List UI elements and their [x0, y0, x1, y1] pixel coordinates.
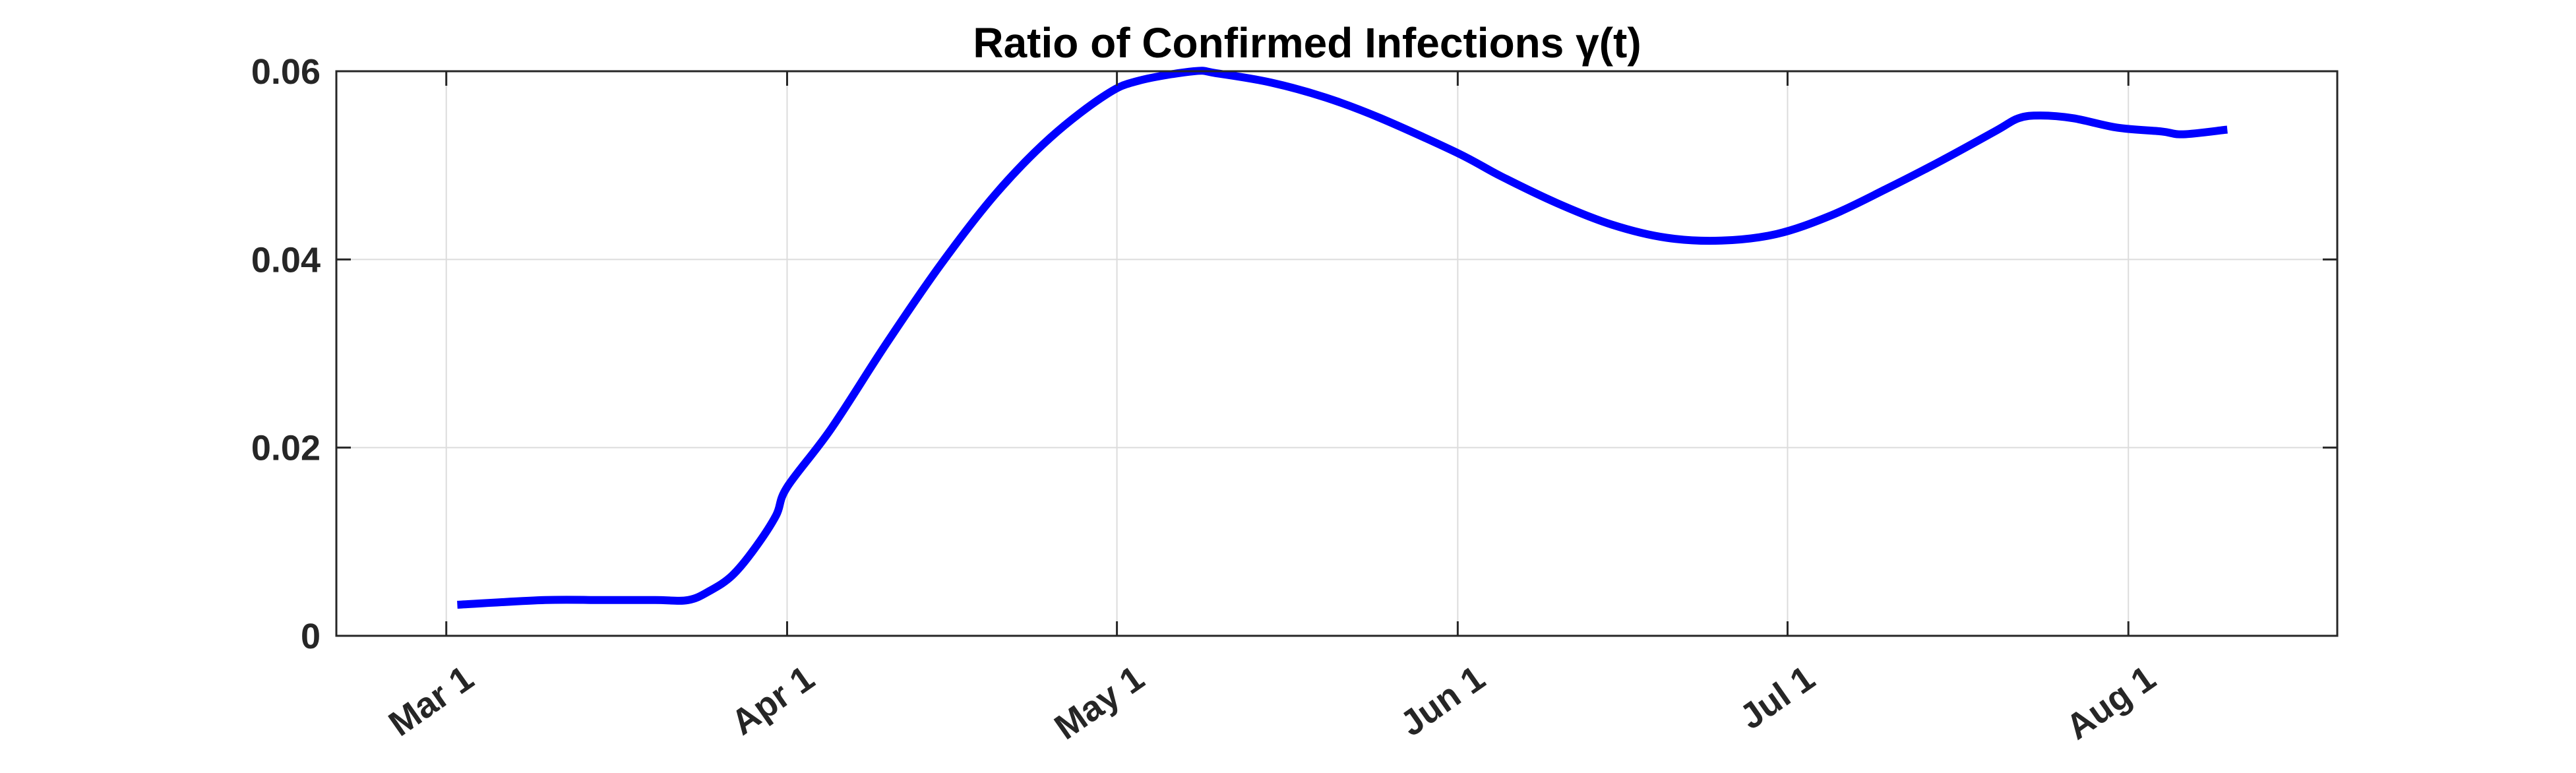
x-tick-label: Apr 1 [724, 658, 821, 743]
plot-area-frame [335, 70, 2339, 637]
series-layer [457, 67, 2228, 609]
x-tick-label: May 1 [1047, 658, 1151, 747]
x-tick-label: Jul 1 [1733, 658, 1822, 737]
ticks [336, 70, 2337, 637]
y-tick-label: 0 [301, 617, 321, 656]
x-tick-label: Mar 1 [382, 658, 481, 744]
tick-labels: Mar 1 Apr 1 May 1 Jun 1 Jul 1 Aug 1 0 0.02 0.04 0… [251, 52, 2162, 747]
grid [336, 71, 2337, 636]
y-tick-label: 0.04 [251, 240, 321, 280]
chart-title: Ratio of Confirmed Infections γ(t) [973, 19, 1641, 67]
x-tick-label: Jun 1 [1394, 658, 1492, 744]
y-tick-label: 0.06 [251, 52, 321, 92]
x-tick-label: Aug 1 [2059, 658, 2162, 747]
series-line [457, 67, 2228, 609]
y-tick-label: 0.02 [251, 429, 321, 468]
